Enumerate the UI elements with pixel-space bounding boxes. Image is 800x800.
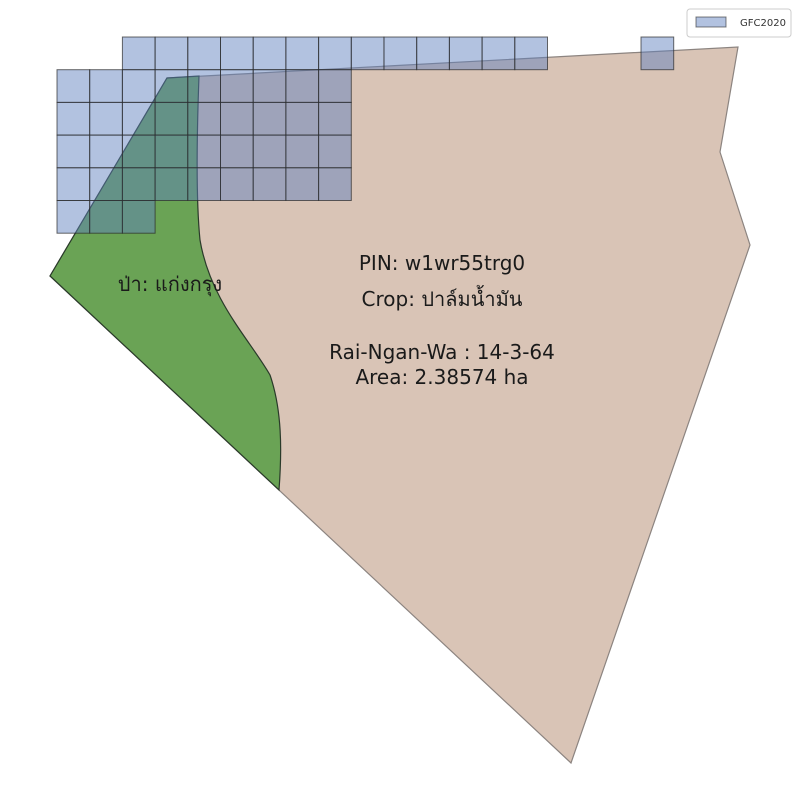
- gfc2020-cell: [187, 69, 222, 103]
- gfc2020-cell: [89, 134, 123, 169]
- gfc2020-cell: [318, 167, 352, 202]
- gfc2020-cell: [187, 134, 222, 169]
- gfc2020-cell: [56, 200, 91, 234]
- gfc2020-cell: [252, 134, 287, 169]
- gfc2020-cell: [121, 167, 156, 202]
- gfc2020-cell: [89, 101, 123, 136]
- gfc2020-cell: [121, 101, 156, 136]
- gfc2020-cell: [121, 134, 156, 169]
- gfc2020-cell: [252, 167, 287, 202]
- gfc2020-cell: [56, 134, 91, 169]
- gfc2020-grid: [56, 36, 675, 234]
- gfc2020-cell: [89, 69, 123, 103]
- gfc2020-cell: [285, 134, 320, 169]
- legend-label: GFC2020: [740, 18, 786, 29]
- gfc2020-cell: [285, 101, 320, 136]
- gfc2020-cell: [121, 200, 156, 234]
- legend-box: [686, 8, 792, 38]
- gfc2020-cell: [121, 69, 156, 103]
- gfc2020-cell: [285, 69, 320, 103]
- parcel-pin-label: PIN: w1wr55trg0: [359, 251, 525, 275]
- gfc2020-cell: [220, 69, 254, 103]
- gfc2020-cell: [252, 36, 287, 71]
- gfc2020-cell: [416, 36, 450, 71]
- gfc2020-cell: [350, 36, 385, 71]
- parcel-rai-ngan-wa-label: Rai-Ngan-Wa : 14-3-64: [329, 340, 555, 364]
- gfc2020-cell: [383, 36, 418, 71]
- gfc2020-cell: [318, 134, 352, 169]
- gfc2020-cell: [220, 101, 254, 136]
- forest-polygon[interactable]: [49, 75, 282, 492]
- gfc2020-cell: [121, 36, 156, 71]
- gfc2020-cell: [187, 167, 222, 202]
- gfc2020-cell: [481, 36, 516, 71]
- gfc2020-cell: [220, 167, 254, 202]
- gfc2020-cell: [318, 101, 352, 136]
- gfc2020-cell: [89, 167, 123, 202]
- gfc2020-cell: [56, 101, 91, 136]
- legend-swatch: [695, 16, 727, 28]
- gfc2020-cell: [318, 69, 352, 103]
- gfc2020-cell: [56, 167, 91, 202]
- gfc2020-cell: [187, 36, 222, 71]
- gfc2020-cell: [285, 36, 320, 71]
- gfc2020-cell: [220, 134, 254, 169]
- gfc2020-cell: [285, 167, 320, 202]
- gfc2020-cell: [220, 36, 254, 71]
- gfc2020-cell: [448, 36, 483, 71]
- gfc2020-cell: [640, 36, 675, 71]
- gfc2020-cell: [187, 101, 222, 136]
- forest-name-label: ป่า: แก่งกรุง: [118, 272, 222, 297]
- parcel-area-label: Area: 2.38574 ha: [355, 365, 528, 389]
- gfc2020-cell: [252, 69, 287, 103]
- gfc2020-cell: [154, 134, 189, 169]
- gfc2020-cell: [89, 200, 123, 234]
- gfc2020-cell: [154, 36, 189, 71]
- gfc2020-cell: [154, 69, 189, 103]
- gfc2020-cell: [154, 101, 189, 136]
- parcel-crop-label: Crop: ปาล์มน้ำมัน: [362, 285, 523, 311]
- gfc2020-cell: [56, 69, 91, 103]
- legend: GFC2020: [686, 8, 792, 38]
- gfc2020-cell: [154, 167, 189, 202]
- gfc2020-cell: [318, 36, 352, 71]
- gfc2020-cell: [514, 36, 548, 71]
- gfc2020-cell: [252, 101, 287, 136]
